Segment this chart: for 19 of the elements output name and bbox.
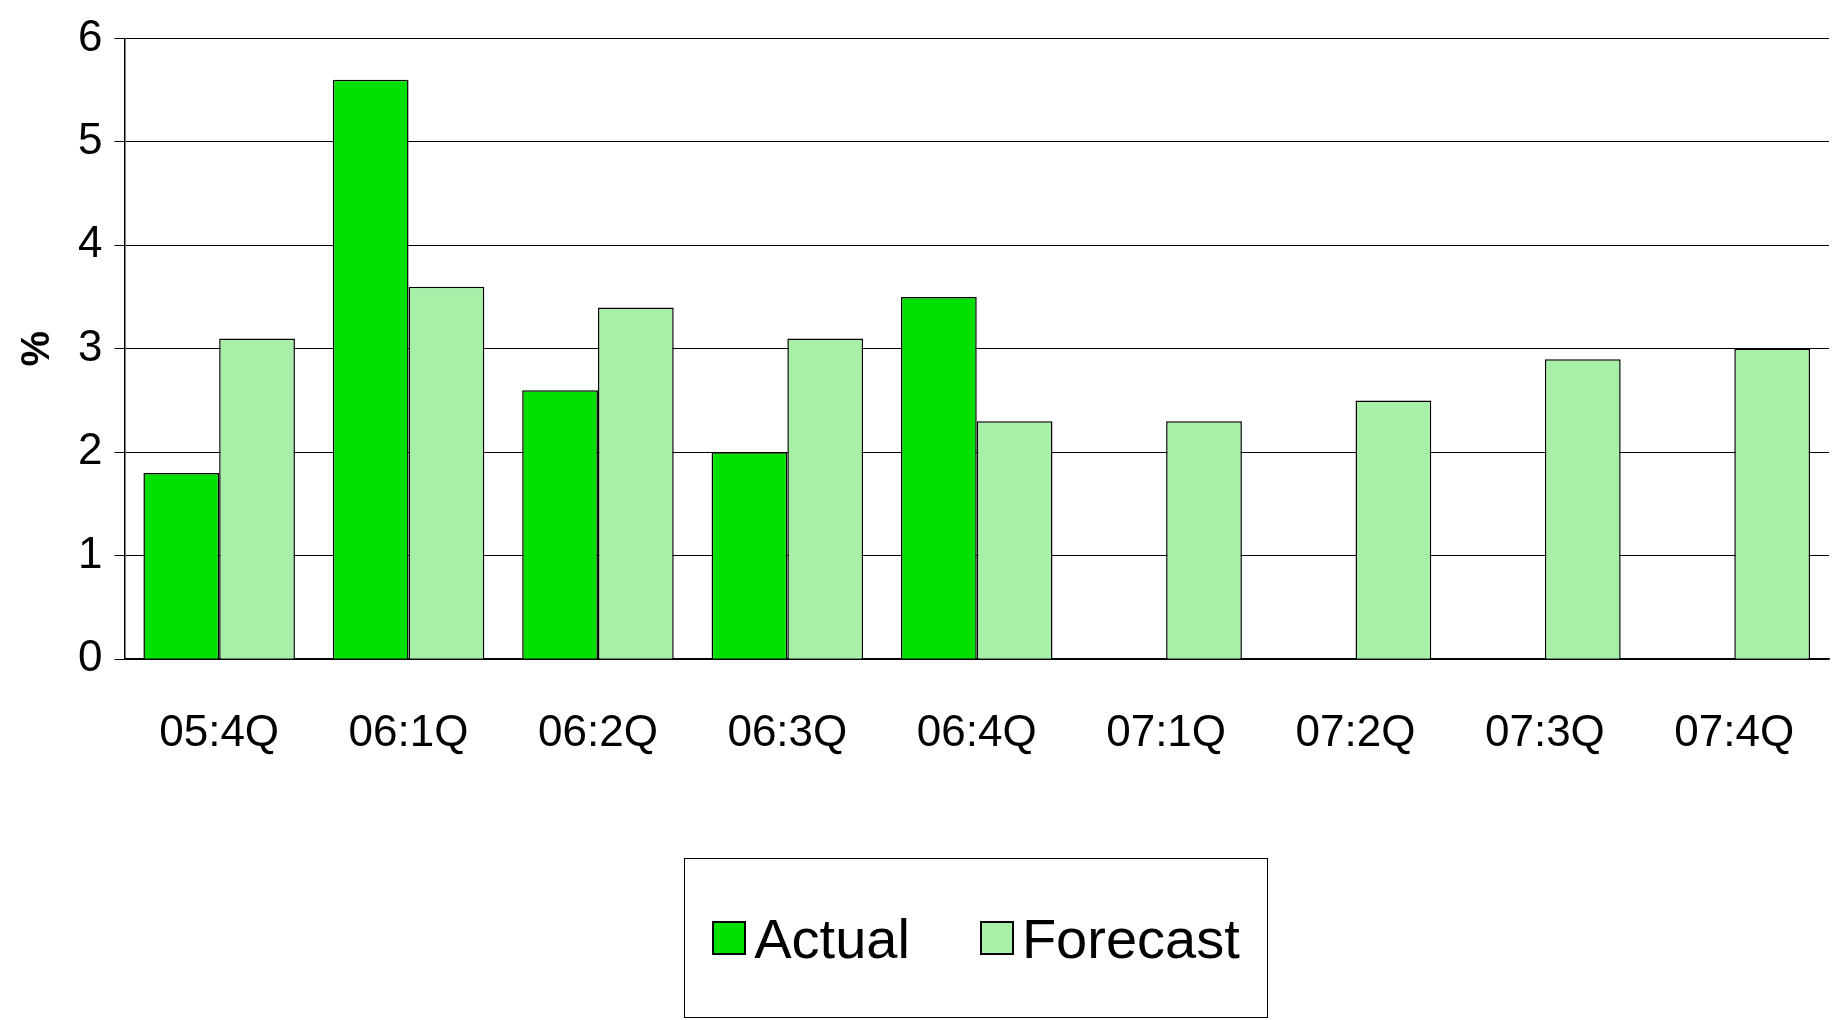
y-tick-label: 5: [77, 114, 103, 164]
x-tick-label: 05:4Q: [159, 705, 280, 755]
y-axis-title: %: [13, 331, 58, 367]
y-tick-label: 1: [77, 527, 103, 577]
x-tick-label: 07:1Q: [1106, 705, 1227, 755]
x-tick-label: 06:1Q: [348, 705, 469, 755]
x-tick-label: 07:4Q: [1674, 705, 1795, 755]
x-tick-label: 07:2Q: [1295, 705, 1416, 755]
legend-label: Actual: [754, 905, 910, 971]
x-tick-label: 06:2Q: [538, 705, 658, 755]
x-tick-label: 07:3Q: [1484, 705, 1605, 755]
y-tick-label: 4: [77, 217, 103, 267]
x-tick-label: 06:4Q: [916, 705, 1037, 755]
y-tick-label: 2: [77, 424, 103, 474]
y-tick-label: 0: [77, 631, 103, 681]
legend-label: Forecast: [1021, 905, 1240, 971]
y-tick-label: 6: [77, 10, 103, 60]
x-tick-label: 06:3Q: [727, 705, 848, 755]
y-tick-label: 3: [77, 320, 103, 370]
